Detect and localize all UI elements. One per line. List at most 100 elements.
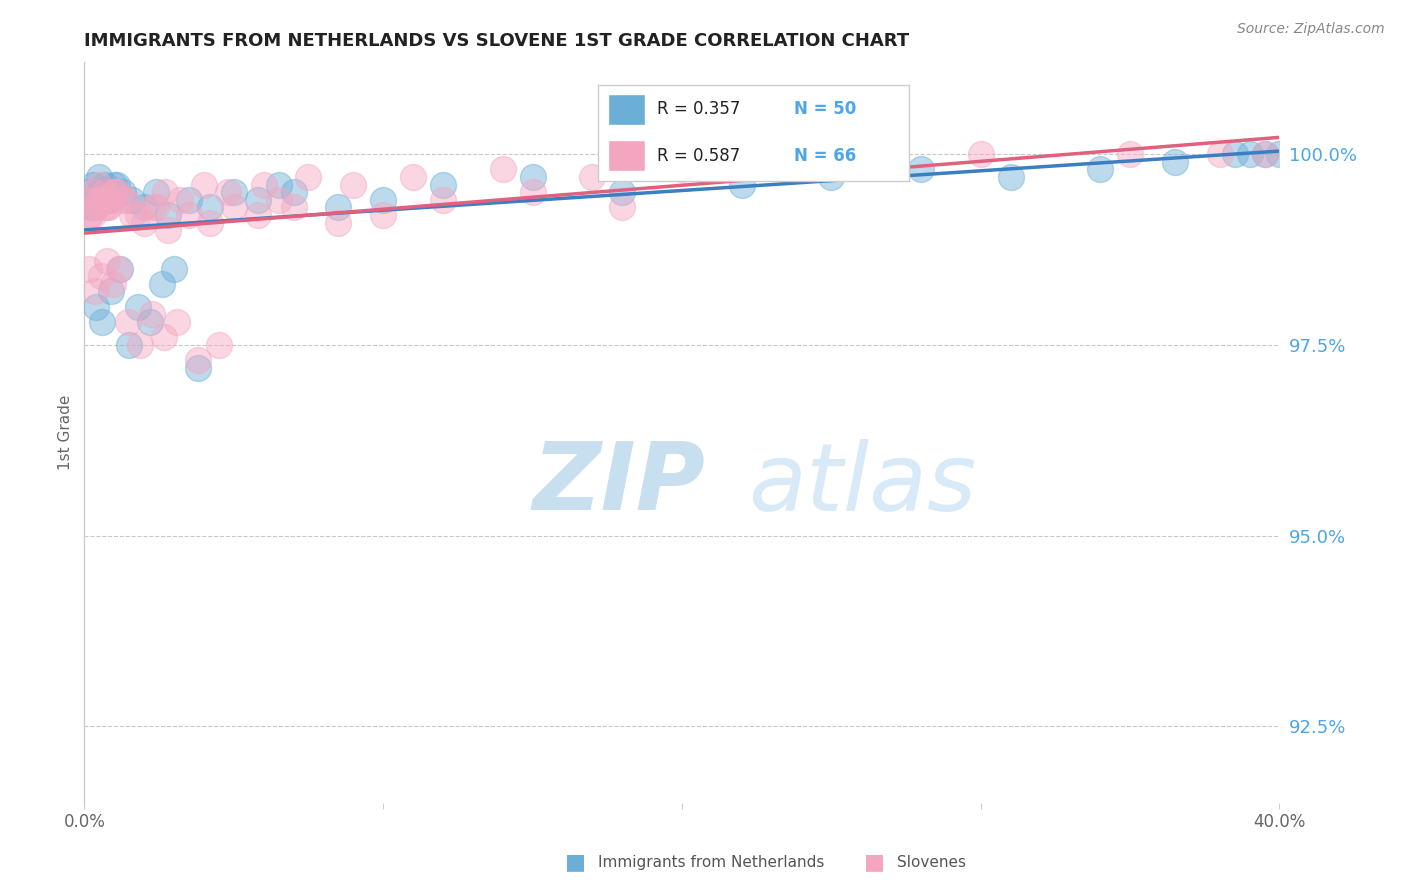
Point (128, 338, 150, 352)
Point (163, 261, 186, 276)
Point (187, 353, 209, 368)
Point (117, 315, 139, 329)
Point (82, 208, 104, 222)
Point (166, 315, 188, 329)
Point (169, 193, 191, 207)
Point (79, 208, 101, 222)
Point (141, 307, 163, 321)
Point (76, 185, 98, 199)
Point (1239, 147, 1261, 161)
Point (246, 193, 269, 207)
Point (96, 253, 118, 268)
Point (94, 201, 117, 215)
Point (142, 201, 165, 215)
Point (97, 193, 120, 207)
Point (112, 193, 135, 207)
Point (105, 185, 128, 199)
Point (103, 185, 125, 199)
Point (139, 315, 162, 329)
Point (103, 178, 125, 192)
Point (110, 261, 132, 276)
Point (89, 185, 111, 199)
Point (522, 169, 544, 184)
Point (97, 201, 120, 215)
Point (77, 261, 100, 276)
Text: atlas: atlas (748, 439, 976, 530)
Point (153, 185, 176, 199)
Point (217, 185, 239, 199)
Text: ■: ■ (865, 852, 886, 872)
Point (373, 193, 395, 207)
Point (145, 185, 167, 199)
Point (97, 193, 120, 207)
Point (283, 185, 305, 199)
Point (208, 338, 231, 352)
Point (198, 216, 221, 230)
Point (132, 201, 156, 215)
Point (89, 193, 111, 207)
Point (820, 169, 842, 184)
Point (91, 193, 114, 207)
Point (492, 162, 515, 177)
Point (671, 162, 693, 177)
Point (910, 162, 932, 177)
Point (112, 185, 135, 199)
Point (198, 201, 221, 215)
Point (432, 178, 454, 192)
Text: IMMIGRANTS FROM NETHERLANDS VS SLOVENE 1ST GRADE CORRELATION CHART: IMMIGRANTS FROM NETHERLANDS VS SLOVENE 1… (84, 32, 910, 50)
Point (121, 193, 143, 207)
Point (253, 178, 276, 192)
Point (101, 277, 124, 291)
Point (342, 178, 364, 192)
Point (90, 269, 112, 284)
Point (177, 193, 200, 207)
Point (82, 185, 104, 199)
Point (267, 193, 290, 207)
Point (612, 185, 634, 199)
Point (127, 208, 149, 222)
Text: Immigrants from Netherlands: Immigrants from Netherlands (599, 855, 825, 870)
Point (145, 201, 167, 215)
Point (373, 208, 395, 222)
Point (76, 193, 98, 207)
Point (94, 185, 117, 199)
Point (970, 147, 993, 161)
Point (105, 178, 128, 192)
Point (222, 185, 245, 199)
Point (97, 201, 120, 215)
Point (86, 193, 108, 207)
Point (402, 169, 425, 184)
Point (283, 201, 305, 215)
Point (432, 193, 454, 207)
Point (1164, 154, 1187, 169)
Point (91, 315, 114, 329)
Text: ZIP: ZIP (533, 439, 706, 531)
Point (86, 300, 108, 314)
Point (1119, 147, 1142, 161)
Point (89, 178, 111, 192)
Text: Slovenes: Slovenes (897, 855, 966, 870)
Point (222, 201, 245, 215)
Point (1000, 169, 1022, 184)
Point (1209, 147, 1232, 161)
Point (82, 178, 104, 192)
Point (328, 201, 350, 215)
Point (103, 185, 125, 199)
Text: Source: ZipAtlas.com: Source: ZipAtlas.com (1237, 22, 1385, 37)
Point (581, 169, 603, 184)
Point (152, 330, 174, 344)
Point (246, 208, 269, 222)
Point (86, 193, 108, 207)
Point (82, 201, 104, 215)
Point (731, 178, 754, 192)
Point (94, 178, 117, 192)
Point (107, 261, 129, 276)
Point (79, 208, 101, 222)
Point (127, 300, 149, 314)
Point (157, 223, 180, 237)
Y-axis label: 1st Grade: 1st Grade (58, 395, 73, 470)
Point (91, 185, 114, 199)
Point (177, 208, 200, 222)
Point (1223, 147, 1246, 161)
Point (1268, 147, 1291, 161)
